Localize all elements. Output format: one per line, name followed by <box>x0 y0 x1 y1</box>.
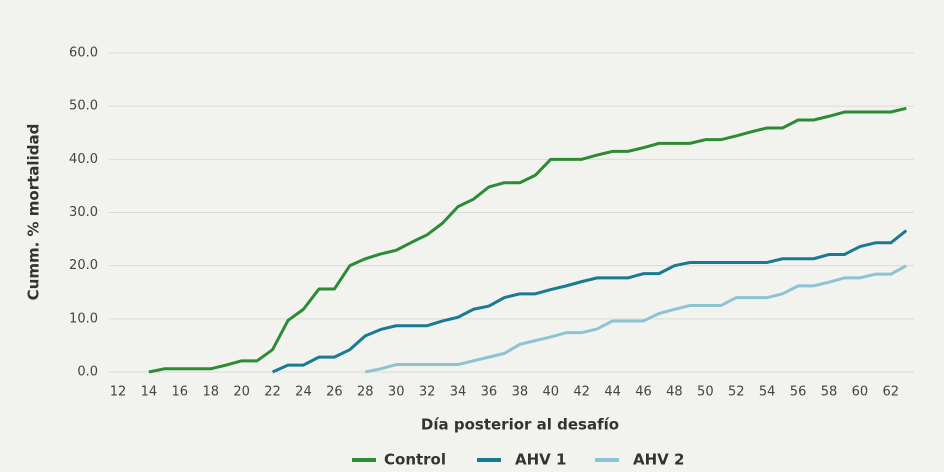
y-tick-label: 0.0 <box>77 365 98 380</box>
x-tick-label: 16 <box>172 385 189 400</box>
x-tick-label: 28 <box>357 385 374 400</box>
x-tick-label: 14 <box>141 385 158 400</box>
x-tick-label: 40 <box>542 385 559 400</box>
y-axis-label: Cumm. % mortalidad <box>25 124 43 301</box>
y-tick-label: 60.0 <box>69 46 98 61</box>
x-tick-label: 44 <box>604 385 621 400</box>
x-tick-label: 56 <box>790 385 807 400</box>
x-tick-label: 58 <box>821 385 838 400</box>
y-tick-label: 10.0 <box>69 311 98 326</box>
x-tick-label: 52 <box>728 385 745 400</box>
x-tick-label: 22 <box>264 385 281 400</box>
x-tick-label: 20 <box>233 385 250 400</box>
x-tick-label: 54 <box>759 385 776 400</box>
legend-label: Control <box>384 451 446 469</box>
legend-label: AHV 1 <box>515 451 566 469</box>
x-axis-label: Día posterior al desafío <box>421 416 619 434</box>
x-tick-label: 46 <box>635 385 652 400</box>
x-tick-label: 36 <box>481 385 498 400</box>
x-tick-label: 34 <box>450 385 467 400</box>
series-line <box>271 229 908 374</box>
x-tick-label: 24 <box>295 385 312 400</box>
y-tick-label: 20.0 <box>69 258 98 273</box>
x-tick-label: 38 <box>512 385 529 400</box>
x-tick-label: 32 <box>419 385 436 400</box>
series-line <box>364 264 907 374</box>
x-tick-label: 62 <box>883 385 900 400</box>
x-tick-label: 26 <box>326 385 343 400</box>
x-tick-label: 50 <box>697 385 714 400</box>
x-tick-label: 42 <box>573 385 590 400</box>
x-tick-label: 48 <box>666 385 683 400</box>
x-tick-label: 60 <box>852 385 869 400</box>
series-line <box>148 106 907 374</box>
x-tick-label: 12 <box>110 385 127 400</box>
x-tick-label: 30 <box>388 385 405 400</box>
y-tick-label: 30.0 <box>69 205 98 220</box>
x-tick-label: 18 <box>202 385 219 400</box>
y-tick-label: 50.0 <box>69 99 98 114</box>
y-tick-label: 40.0 <box>69 152 98 167</box>
legend-label: AHV 2 <box>633 451 684 469</box>
